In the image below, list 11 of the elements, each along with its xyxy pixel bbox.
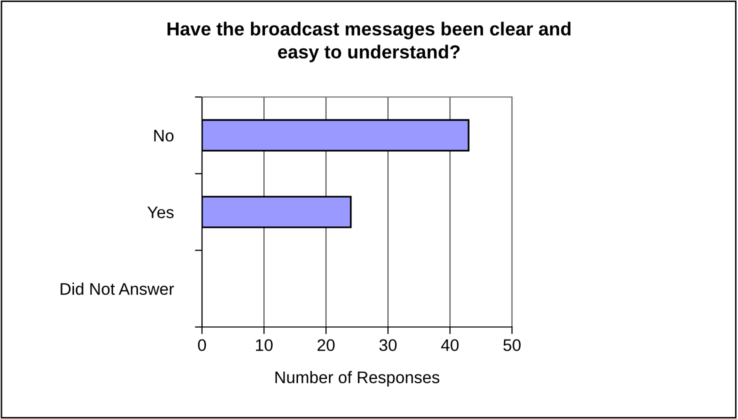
y-tick-label: No [154,130,174,142]
y-tick-label: Did Not Answer [60,282,174,295]
x-tick-label: 40 [441,339,459,352]
x-tick-label: 10 [256,339,273,352]
x-axis-title: Number of Responses [275,371,440,387]
chart-title: Have the broadcast messages been clear and easy to understand? [168,22,570,62]
x-tick-label: 0 [198,339,206,352]
y-tick-label: Yes [147,206,174,218]
x-tick-label: 50 [503,339,521,352]
x-tick-label: 20 [318,339,335,352]
x-tick-label: 30 [379,339,397,352]
